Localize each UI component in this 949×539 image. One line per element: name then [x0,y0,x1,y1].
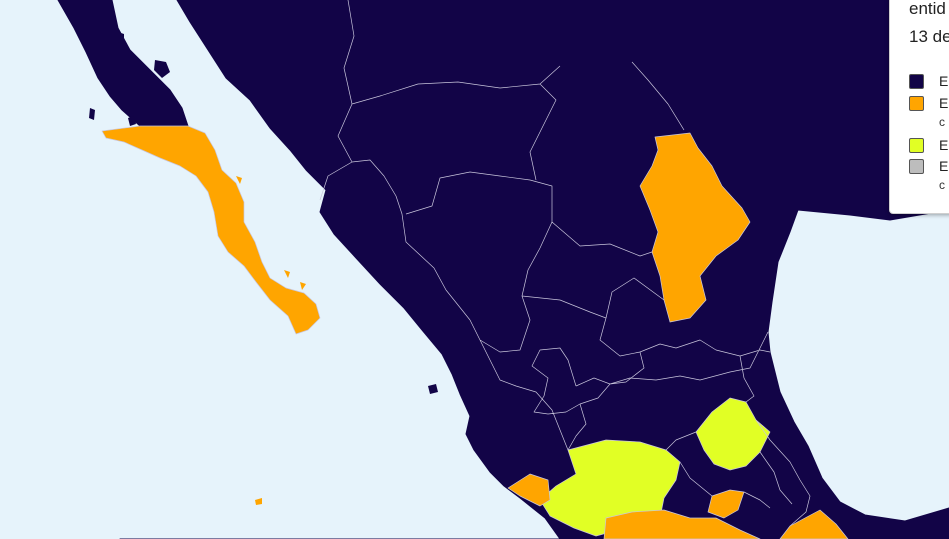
island-guadalupe [89,108,95,120]
region-oaxaca[interactable] [779,509,849,539]
state-borders [319,0,811,527]
legend-swatch-2 [909,96,924,111]
legend-sublabel-2: c [939,115,945,129]
legend-swatch-1 [909,74,924,89]
legend: entid 13 de E E c E E c [889,0,949,214]
legend-item-1[interactable]: E [909,73,949,93]
island-revillagigedo [255,498,262,505]
island-baja-1 [236,176,242,184]
region-nuevo-leon[interactable] [639,132,751,323]
legend-item-2[interactable]: E c [909,95,949,129]
region-morelos[interactable] [707,489,745,519]
legend-swatch-4 [909,159,924,174]
region-colima[interactable] [507,473,551,507]
legend-label-1: E [939,73,949,89]
region-guerrero[interactable] [603,509,761,539]
legend-title-line1: entid [909,0,946,18]
island-marias [428,384,438,394]
island-baja-3 [300,282,306,290]
legend-swatch-3 [909,138,924,153]
region-hidalgo[interactable] [695,397,771,471]
island-tiburon [154,60,170,78]
island-cedros [128,116,136,126]
legend-sublabel-4: c [939,178,945,192]
legend-title-line2: 13 de [909,27,949,46]
legend-label-3: E [939,137,949,153]
island-angel [118,32,124,44]
legend-item-3[interactable]: E [909,137,949,157]
legend-item-4[interactable]: E c [909,158,949,192]
legend-label-4: E [939,158,949,174]
island-baja-2 [284,270,290,278]
region-baja-california-sur[interactable] [101,125,321,335]
legend-label-2: E [939,95,949,111]
